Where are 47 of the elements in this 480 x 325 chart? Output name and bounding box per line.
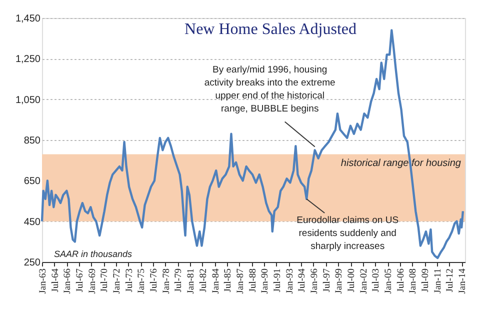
- annotation: Eurodollar claims on US residents suddenly and sharply increases: [296, 214, 399, 252]
- x-tick-label: Jan-08: [408, 268, 419, 294]
- x-tick-label: Jul-82: [198, 268, 209, 292]
- x-tick-label: Jan-84: [211, 268, 222, 294]
- x-tick-label: Jan-78: [162, 268, 172, 294]
- y-tick-label: 1,250: [15, 54, 41, 66]
- y-tick-label: 650: [24, 176, 41, 188]
- x-tick-label: Jul-88: [248, 268, 258, 292]
- y-tick-label: 1,450: [15, 14, 41, 24]
- x-tick-label: Jul-79: [174, 268, 184, 292]
- x-tick-label: Jan-90: [260, 268, 271, 294]
- x-tick-label: Jan-96: [310, 268, 320, 294]
- x-tick-label: Jul-64: [50, 268, 61, 292]
- x-tick-label: Jan-81: [186, 268, 197, 294]
- x-tick-label: Jan-72: [112, 268, 123, 294]
- x-tick-label: Jan-63: [38, 268, 48, 294]
- x-tick-label: Jul-76: [150, 268, 160, 292]
- x-tick-label: Jul-97: [322, 268, 332, 292]
- x-tick-label: Jan-99: [334, 268, 345, 294]
- y-tick-label: 1,050: [15, 94, 41, 106]
- x-tick-label: Jul-12: [446, 268, 456, 292]
- y-tick-label: 850: [24, 136, 41, 146]
- x-tick-label: Jul-91: [272, 268, 283, 292]
- x-tick-label: Jan-14: [458, 268, 468, 294]
- x-tick-label: Jan-66: [63, 268, 74, 294]
- x-tick-label: Jul-00: [347, 268, 358, 292]
- band-label: historical range for housing: [340, 158, 462, 170]
- y-tick-label: 450: [24, 216, 41, 228]
- x-tick-label: Jan-75: [137, 268, 148, 294]
- x-tick-label: Jan-93: [285, 268, 296, 294]
- y-tick-label: 250: [24, 258, 41, 268]
- x-tick-label: Jan-02: [359, 268, 370, 294]
- x-tick-label: Jan-05: [384, 268, 394, 294]
- x-tick-label: Jul-03: [372, 268, 382, 292]
- chart-title: New Home Sales Adjusted: [184, 21, 356, 38]
- x-tick-label: Jul-73: [124, 268, 135, 292]
- x-tick-label: Jan-11: [433, 268, 444, 294]
- annotation: SAAR in thousands: [54, 249, 133, 259]
- x-tick-label: Jul-09: [421, 268, 432, 292]
- x-tick-label: Jan-87: [236, 268, 246, 294]
- x-tick-label: Jul-67: [75, 268, 86, 292]
- x-tick-label: Jul-85: [224, 268, 234, 292]
- annotation: By early/mid 1996, housing activity breaks into the extreme upper end of the historical range, BUBBLE begins: [204, 64, 336, 115]
- x-tick-label: Jul-70: [100, 268, 110, 292]
- x-tick-label: Jul-94: [298, 268, 308, 292]
- x-tick-label: Jul-06: [396, 268, 406, 292]
- x-tick-label: Jan-69: [88, 268, 98, 294]
